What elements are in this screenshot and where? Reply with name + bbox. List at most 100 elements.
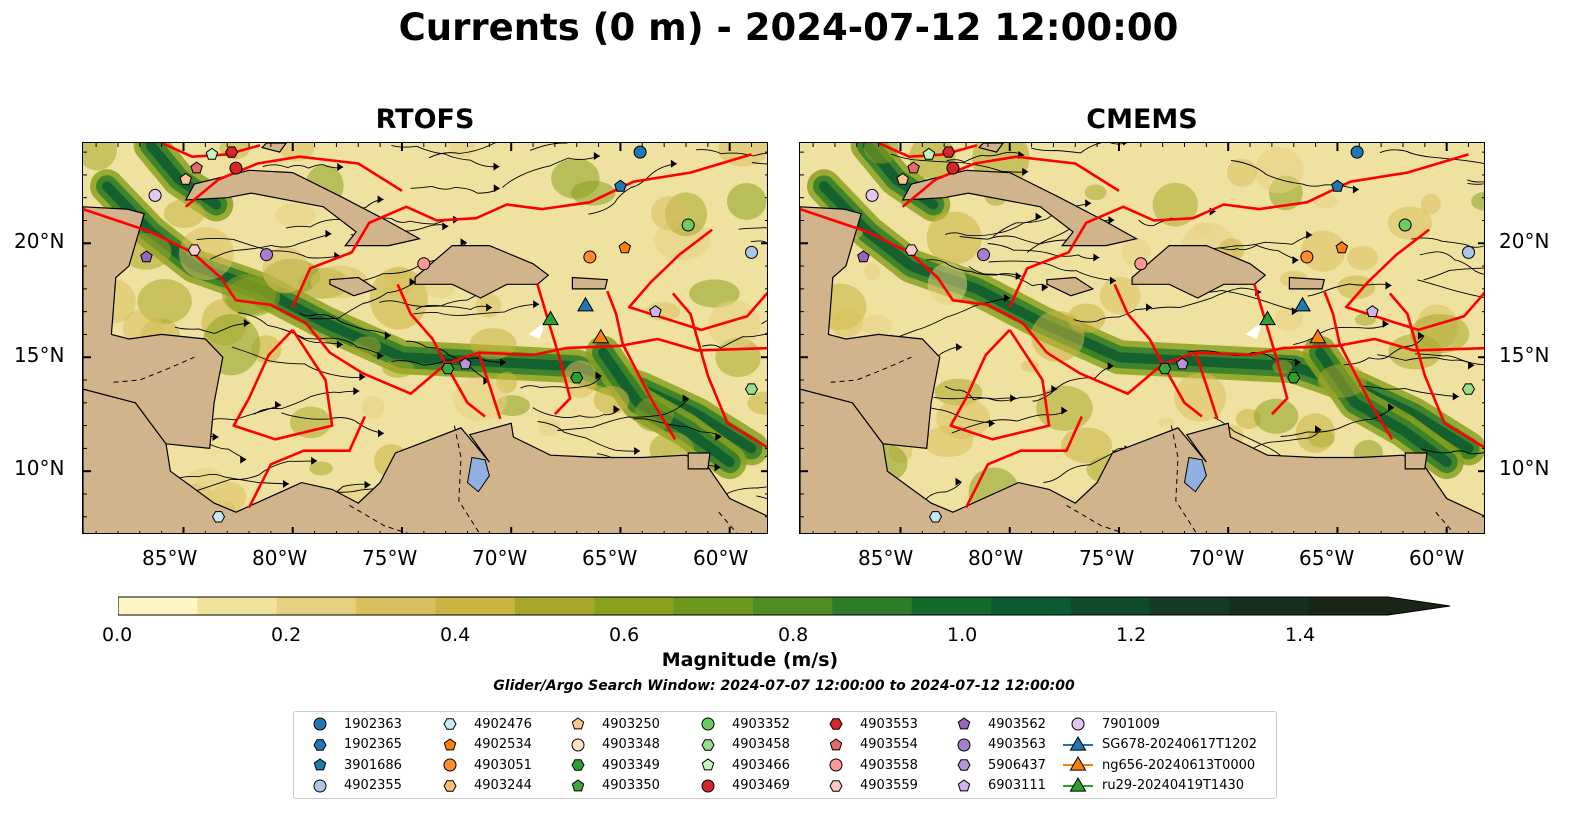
glider-marker	[1294, 296, 1311, 312]
magnitude-patch	[383, 266, 415, 297]
streamline	[926, 259, 1022, 277]
legend-item: 4903558	[820, 755, 918, 775]
legend-label: 5906437	[988, 757, 1046, 773]
legend-marker-icon	[571, 759, 585, 771]
legend-symbol	[571, 778, 585, 791]
streamline	[1280, 406, 1395, 437]
legend-symbol	[701, 779, 715, 792]
legend-symbol	[1071, 717, 1085, 731]
colorbar-segment	[911, 597, 992, 615]
colorbar-tick: 1.2	[1116, 624, 1147, 646]
currents-map-cmems[interactable]	[800, 143, 1485, 534]
eez-boundary	[1113, 283, 1203, 418]
legend-marker-icon	[313, 758, 327, 771]
legend-item: 4903562	[948, 714, 1046, 734]
streamline	[391, 357, 507, 366]
float-marker	[211, 511, 226, 523]
currents-map-rtofs[interactable]	[83, 143, 768, 534]
magnitude-patch	[1253, 398, 1299, 434]
legend-symbol	[957, 738, 971, 751]
streamline	[309, 281, 416, 320]
legend-marker-icon	[313, 738, 327, 751]
magnitude-patch	[747, 391, 767, 415]
float-marker	[148, 188, 162, 202]
float-marker	[179, 172, 192, 185]
streamline	[951, 410, 1068, 434]
float-marker	[1335, 241, 1349, 254]
streamline	[529, 143, 569, 151]
legend-symbol	[957, 759, 971, 771]
colorbar-segment	[1070, 597, 1151, 615]
float-marker	[1462, 245, 1476, 259]
map-panel-rtofs[interactable]	[82, 142, 768, 534]
float-marker	[618, 241, 632, 254]
legend-symbol	[443, 718, 457, 730]
colorbar-segment	[673, 597, 754, 615]
legend-item: 4903244	[434, 776, 532, 796]
magnitude-patch	[1313, 194, 1339, 209]
lon-label-70w-left: 70°W	[472, 546, 528, 570]
legend-symbol	[1069, 776, 1087, 792]
streamline	[537, 421, 641, 452]
magnitude-patch	[163, 199, 205, 228]
streamline	[1307, 283, 1392, 297]
eez-boundary	[1253, 283, 1289, 416]
colorbar-segment	[1308, 597, 1389, 615]
magnitude-patch	[1036, 385, 1093, 431]
float-marker	[229, 161, 243, 175]
streamline	[946, 151, 1025, 163]
streamline-arrow	[240, 455, 247, 464]
legend-marker-icon	[701, 738, 715, 751]
colorbar-segment	[276, 597, 357, 615]
streamline	[1218, 244, 1299, 261]
landmass	[260, 143, 287, 153]
streamline-arrow	[243, 319, 250, 328]
float-marker	[1134, 257, 1148, 271]
float-marker	[633, 145, 647, 159]
streamline	[968, 265, 1049, 288]
legend-symbol	[1069, 756, 1087, 771]
legend-symbol	[313, 758, 327, 771]
legend-label: 4902355	[344, 778, 402, 793]
legend-label: 4903349	[602, 757, 660, 773]
map-panel-cmems[interactable]	[799, 142, 1485, 534]
legend-marker-icon	[957, 738, 971, 751]
landmass	[414, 244, 550, 299]
streamline-arrow	[212, 433, 219, 442]
colorbar-segment	[514, 597, 595, 615]
streamline-arrow	[682, 394, 689, 403]
streamline-arrow	[1041, 283, 1048, 292]
float-marker	[583, 250, 597, 264]
streamline	[281, 328, 384, 357]
legend-label: 4903352	[732, 716, 790, 732]
streamline	[299, 312, 391, 336]
streamline	[557, 398, 690, 431]
legend-item: 5906437	[948, 755, 1046, 775]
float-marker	[896, 172, 909, 185]
eez-boundary	[1008, 153, 1469, 308]
float-marker	[977, 248, 991, 262]
streamline-arrow	[486, 303, 493, 312]
legend-symbol	[313, 717, 327, 731]
magnitude-patch	[859, 315, 893, 336]
streamline-arrow	[311, 456, 318, 465]
landmass	[901, 169, 1139, 247]
magnitude-patch	[864, 262, 881, 281]
glider-track-highlight	[1245, 320, 1264, 339]
landmass	[977, 143, 1004, 153]
streamline-arrow	[613, 405, 620, 414]
lat-label-20n-left: 20°N	[14, 229, 65, 253]
streamline	[1043, 447, 1131, 483]
magnitude-patch	[262, 247, 309, 294]
lon-label-75w-left: 75°W	[362, 546, 418, 570]
streamline	[262, 164, 344, 169]
float-marker	[865, 188, 879, 202]
float-marker	[928, 511, 943, 523]
float-marker	[441, 362, 455, 375]
glider-marker	[1309, 328, 1327, 344]
legend-marker-icon	[829, 758, 843, 772]
colorbar-segment	[991, 597, 1071, 615]
eez-boundary	[1194, 352, 1219, 420]
streamline-arrow	[359, 372, 366, 381]
magnitude-patch	[361, 396, 385, 420]
